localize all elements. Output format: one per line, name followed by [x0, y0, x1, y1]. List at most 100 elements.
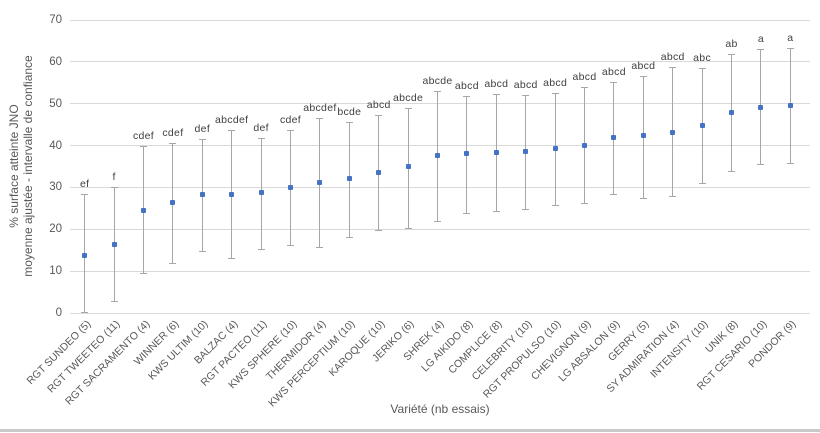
significance-group-label: abcde: [422, 75, 453, 88]
significance-group-label: def: [253, 121, 269, 134]
error-bar-cap-top: [463, 96, 471, 98]
significance-group-label: abc: [693, 52, 712, 65]
data-point-marker: [82, 253, 88, 259]
data-point-marker: [552, 146, 558, 152]
significance-group-label: abcd: [484, 78, 509, 91]
data-point-marker: [199, 191, 205, 197]
error-bar-cap-bottom: [463, 212, 471, 214]
error-bar-cap-top: [522, 94, 530, 96]
data-point-marker: [523, 149, 529, 155]
error-bar-cap-top: [698, 68, 706, 70]
y-axis-tick-label: 10: [49, 265, 62, 278]
data-point-marker: [288, 184, 293, 190]
data-point-marker: [729, 110, 734, 116]
significance-group-label: abcdef: [215, 114, 249, 127]
gridline: [70, 312, 810, 314]
data-point-marker: [670, 129, 676, 135]
data-point-marker: [170, 199, 176, 205]
significance-group-label: abcd: [366, 99, 391, 112]
error-bar-cap-top: [81, 193, 89, 195]
significance-group-label: cdef: [162, 126, 184, 139]
error-bar-cap-top: [610, 81, 618, 83]
error-bar-cap-bottom: [316, 246, 324, 248]
error-bar-cap-top: [728, 53, 735, 55]
error-bar-cap-bottom: [228, 258, 236, 260]
error-bar-cap-top: [492, 94, 500, 96]
data-point-marker: [141, 207, 146, 213]
data-point-marker: [435, 153, 440, 159]
y-axis-tick-label: 0: [55, 307, 62, 319]
y-axis-tick-label: 60: [49, 55, 62, 68]
y-axis-title-line1: % surface atteinte JNO: [7, 104, 21, 228]
error-bar-cap-bottom: [198, 251, 206, 253]
error-bar-cap-bottom: [610, 194, 618, 196]
data-point-marker: [229, 191, 235, 197]
significance-group-label: cdef: [132, 129, 155, 142]
data-point-marker: [611, 134, 617, 140]
significance-group-label: cdef: [279, 114, 302, 127]
y-axis-tick-label: 70: [49, 14, 62, 26]
error-bar-cap-top: [757, 48, 765, 50]
error-bar-cap-top: [551, 92, 559, 94]
data-point-marker: [582, 142, 587, 148]
error-bar-cap-top: [140, 145, 147, 147]
significance-group-label: ef: [80, 177, 90, 190]
significance-group-label: ab: [725, 37, 738, 50]
error-bar-cap-bottom: [786, 163, 794, 165]
error-bar-cap-top: [581, 86, 588, 88]
error-bar-cap-top: [375, 115, 383, 117]
error-bar-cap-bottom: [287, 245, 294, 247]
bottom-border: [0, 429, 820, 432]
significance-group-label: abcd: [513, 78, 538, 91]
error-bar-cap-bottom: [492, 210, 500, 212]
significance-group-label: abcdef: [303, 101, 337, 114]
y-axis-tick-label: 30: [49, 181, 62, 194]
error-bar-cap-bottom: [345, 236, 353, 238]
data-point-marker: [699, 123, 705, 129]
data-point-marker: [111, 242, 117, 248]
data-point-marker: [787, 103, 793, 109]
error-bar-cap-top: [404, 107, 412, 109]
error-bar-cap-top: [669, 66, 677, 68]
error-bar-cap-top: [198, 138, 206, 140]
error-bar-cap-top: [434, 91, 441, 93]
error-bar-cap-bottom: [140, 272, 147, 274]
error-bar-cap-bottom: [110, 300, 118, 302]
data-point-marker: [317, 180, 323, 186]
gridline: [70, 270, 810, 272]
error-bar-cap-bottom: [669, 195, 677, 197]
significance-group-label: abcd: [631, 60, 656, 73]
error-bar-cap-bottom: [757, 163, 765, 165]
gridline: [70, 186, 810, 188]
error-bar-cap-bottom: [434, 220, 441, 222]
error-bar-cap-bottom: [698, 183, 706, 185]
error-bar-cap-bottom: [169, 263, 177, 265]
significance-group-label: abcd: [454, 80, 479, 93]
significance-group-label: a: [787, 32, 794, 45]
gridline: [70, 19, 810, 21]
data-point-marker: [493, 150, 499, 156]
error-bar-cap-top: [639, 76, 647, 78]
significance-group-label: a: [757, 32, 764, 45]
gridline: [70, 145, 810, 147]
error-bar-cap-bottom: [728, 171, 735, 173]
significance-group-label: f: [112, 171, 116, 184]
y-axis-tick-label: 40: [49, 139, 62, 152]
error-bar-cap-top: [228, 130, 236, 132]
error-bar-cap-top: [257, 137, 265, 139]
x-axis-title: Variété (nb essais): [390, 402, 490, 416]
error-bar-cap-bottom: [257, 248, 265, 250]
error-bar-cap-top: [345, 122, 353, 124]
significance-group-label: abcd: [601, 65, 626, 78]
error-bar-cap-top: [110, 187, 118, 189]
significance-group-label: abcd: [660, 50, 685, 63]
gridline: [70, 103, 810, 105]
significance-group-label: abcd: [543, 76, 568, 89]
significance-group-label: bcde: [337, 106, 362, 119]
significance-group-label: abcde: [393, 91, 424, 104]
error-bar-cap-top: [316, 117, 324, 119]
error-bar-cap-bottom: [551, 205, 559, 206]
gridline: [70, 228, 810, 230]
